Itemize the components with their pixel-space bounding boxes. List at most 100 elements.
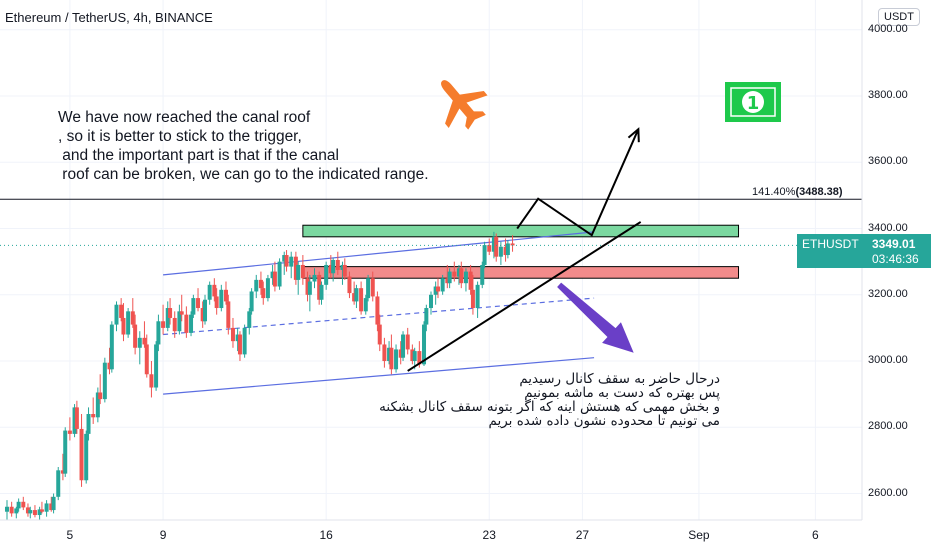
candle-body-down xyxy=(352,293,357,302)
candle-body-up xyxy=(394,349,399,370)
candle-body-up xyxy=(363,298,368,312)
annotation-line: درحال حاضر به سقف کانال رسیدیم xyxy=(519,371,720,387)
candle-body-up xyxy=(366,278,371,299)
candle-body-up xyxy=(340,264,345,270)
candle-body-up xyxy=(72,407,77,434)
price-tick-label: 3600.00 xyxy=(868,155,908,168)
candle-body-up xyxy=(191,298,196,315)
support-trendline xyxy=(407,221,642,372)
candle-body-down xyxy=(214,296,219,309)
candle-body-down xyxy=(79,428,84,481)
candle-body-down xyxy=(130,311,135,325)
price-zones xyxy=(302,224,740,279)
candle-body-down xyxy=(417,351,422,365)
candle-body-up xyxy=(177,311,182,332)
candle-body-up xyxy=(154,344,159,388)
candle-body-down xyxy=(347,276,352,294)
bar-countdown: 03:46:36 xyxy=(872,252,919,266)
candle-body-up xyxy=(475,284,480,309)
candle-body-down xyxy=(435,286,440,292)
price-tick-label: 3400.00 xyxy=(868,221,908,234)
candle-body-up xyxy=(109,324,114,370)
candle-body-up xyxy=(28,510,33,514)
time-tick-label: 6 xyxy=(812,528,819,542)
candle-body-down xyxy=(389,347,394,370)
candle-body-down xyxy=(452,271,457,277)
candle-body-up xyxy=(235,334,240,342)
candle-body-up xyxy=(480,264,485,285)
channel-upper-line xyxy=(163,231,595,276)
candle-body-up xyxy=(156,321,161,345)
candle-body-down xyxy=(503,246,508,256)
candle-body-down xyxy=(445,278,450,284)
candle-body-up xyxy=(456,268,461,277)
candle-body-down xyxy=(226,301,231,328)
candle-body-up xyxy=(165,308,170,328)
candle-body-up xyxy=(265,278,270,299)
channel-lower-line xyxy=(163,357,595,395)
candle-body-up xyxy=(114,304,119,325)
currency-selector[interactable]: USDT xyxy=(878,8,920,26)
candle-body-down xyxy=(9,506,14,514)
candle-body-up xyxy=(307,281,312,295)
candle-body-down xyxy=(49,503,54,511)
price-tick-label: 3000.00 xyxy=(868,354,908,367)
candle-body-up xyxy=(102,362,107,400)
dollar-banknote-icon: 1 xyxy=(725,82,781,122)
candle-body-down xyxy=(121,317,126,335)
candle-body-up xyxy=(463,271,468,284)
candle-body-down xyxy=(133,324,138,348)
candle-body-up xyxy=(424,308,429,325)
persian-annotation: درحال حاضر به سقف کانال رسیدیم پس بهتره … xyxy=(379,371,720,428)
candle-body-down xyxy=(149,374,154,388)
candle-body-up xyxy=(247,311,252,328)
price-tick-label: 2600.00 xyxy=(868,486,908,499)
candle-body-down xyxy=(142,337,147,345)
candle-body-up xyxy=(51,496,56,511)
candle-body-down xyxy=(200,308,205,322)
candle-body-up xyxy=(44,503,49,512)
candle-body-down xyxy=(107,362,112,370)
candle-body-up xyxy=(4,506,9,512)
candle-body-up xyxy=(440,278,445,292)
candle-body-down xyxy=(258,279,263,289)
candle-body-up xyxy=(482,245,487,265)
candle-body-up xyxy=(491,236,496,252)
candle-body-up xyxy=(270,271,275,279)
candle-body-down xyxy=(510,243,515,246)
candle-body-down xyxy=(284,255,289,267)
candle-body-up xyxy=(189,314,194,333)
annotation-line: پس بهتره که دست به ماشه بمونیم xyxy=(524,385,720,401)
candle-body-up xyxy=(312,274,317,282)
fib-percent: 141.40% xyxy=(752,186,796,198)
candle-body-down xyxy=(410,349,415,362)
projection-path xyxy=(516,128,640,237)
last-price-symbol: ETHUSDT xyxy=(802,237,859,251)
candle-body-down xyxy=(67,430,72,434)
candle-body-down xyxy=(32,510,37,516)
fib-price: (3488.38) xyxy=(795,186,843,198)
candle-body-up xyxy=(242,327,247,355)
candle-body-up xyxy=(447,271,452,284)
resistance-zone xyxy=(302,224,740,238)
candle-body-down xyxy=(184,314,189,333)
candle-body-up xyxy=(254,279,259,292)
airplane-shape xyxy=(441,80,488,130)
drawing-tools xyxy=(0,127,862,372)
candlestick-series xyxy=(4,231,515,520)
candle-body-up xyxy=(249,291,254,312)
banknote-symbol: 1 xyxy=(747,93,760,114)
candle-body-down xyxy=(293,256,298,280)
candle-body-down xyxy=(212,284,217,297)
candle-body-up xyxy=(401,334,406,358)
candle-body-up xyxy=(203,299,208,322)
annotation-line: , so it is better to stick to the trigge… xyxy=(58,128,302,145)
candle-body-down xyxy=(382,344,387,362)
candle-body-down xyxy=(261,288,266,299)
candle-body-up xyxy=(95,392,100,418)
candle-body-down xyxy=(328,264,333,274)
candle-body-down xyxy=(60,470,65,474)
candle-body-up xyxy=(84,433,89,481)
chart-icons: 1 xyxy=(441,80,781,130)
